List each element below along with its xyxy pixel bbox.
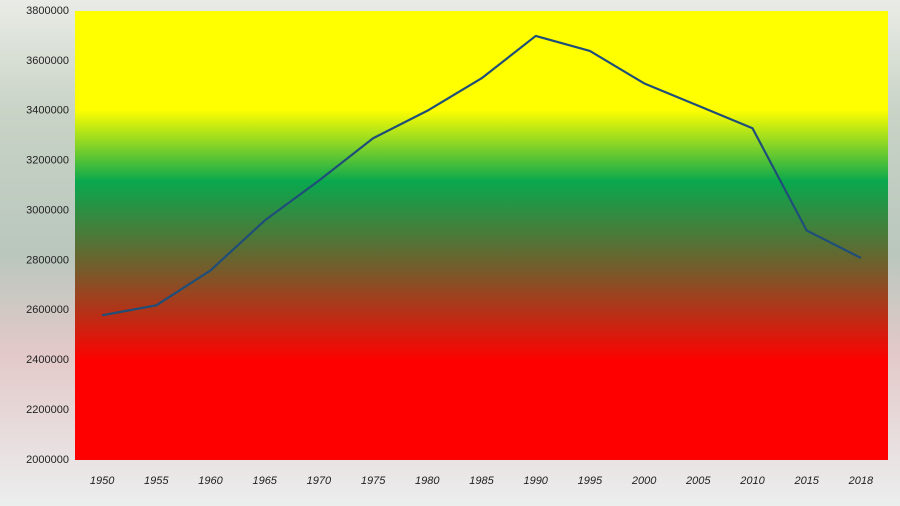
y-tick-label: 3200000 bbox=[26, 155, 69, 167]
y-tick-label: 3400000 bbox=[26, 105, 69, 117]
x-tick-label: 1955 bbox=[144, 475, 169, 487]
y-tick-label: 2400000 bbox=[26, 354, 69, 366]
x-tick-label: 2010 bbox=[739, 475, 765, 487]
y-tick-label: 3600000 bbox=[26, 55, 69, 67]
x-tick-label: 1960 bbox=[198, 475, 223, 487]
y-tick-label: 2600000 bbox=[26, 304, 69, 316]
y-tick-label: 3800000 bbox=[26, 5, 69, 17]
y-tick-label: 2000000 bbox=[26, 454, 69, 466]
y-tick-label: 2800000 bbox=[26, 254, 69, 266]
x-tick-label: 2005 bbox=[685, 475, 711, 487]
x-tick-label: 1985 bbox=[469, 475, 494, 487]
x-tick-label: 2018 bbox=[848, 475, 874, 487]
x-tick-label: 1990 bbox=[523, 475, 548, 487]
data-line bbox=[101, 34, 862, 317]
plot-area bbox=[75, 11, 888, 460]
y-tick-label: 3000000 bbox=[26, 204, 69, 216]
x-tick-label: 1980 bbox=[415, 475, 440, 487]
x-tick-label: 1965 bbox=[252, 475, 277, 487]
x-tick-label: 1950 bbox=[90, 475, 115, 487]
y-tick-label: 2200000 bbox=[26, 404, 69, 416]
x-tick-label: 2015 bbox=[793, 475, 819, 487]
x-tick-label: 2000 bbox=[631, 475, 657, 487]
x-tick-label: 1995 bbox=[578, 475, 603, 487]
x-tick-label: 1975 bbox=[361, 475, 386, 487]
x-tick-label: 1970 bbox=[307, 475, 332, 487]
